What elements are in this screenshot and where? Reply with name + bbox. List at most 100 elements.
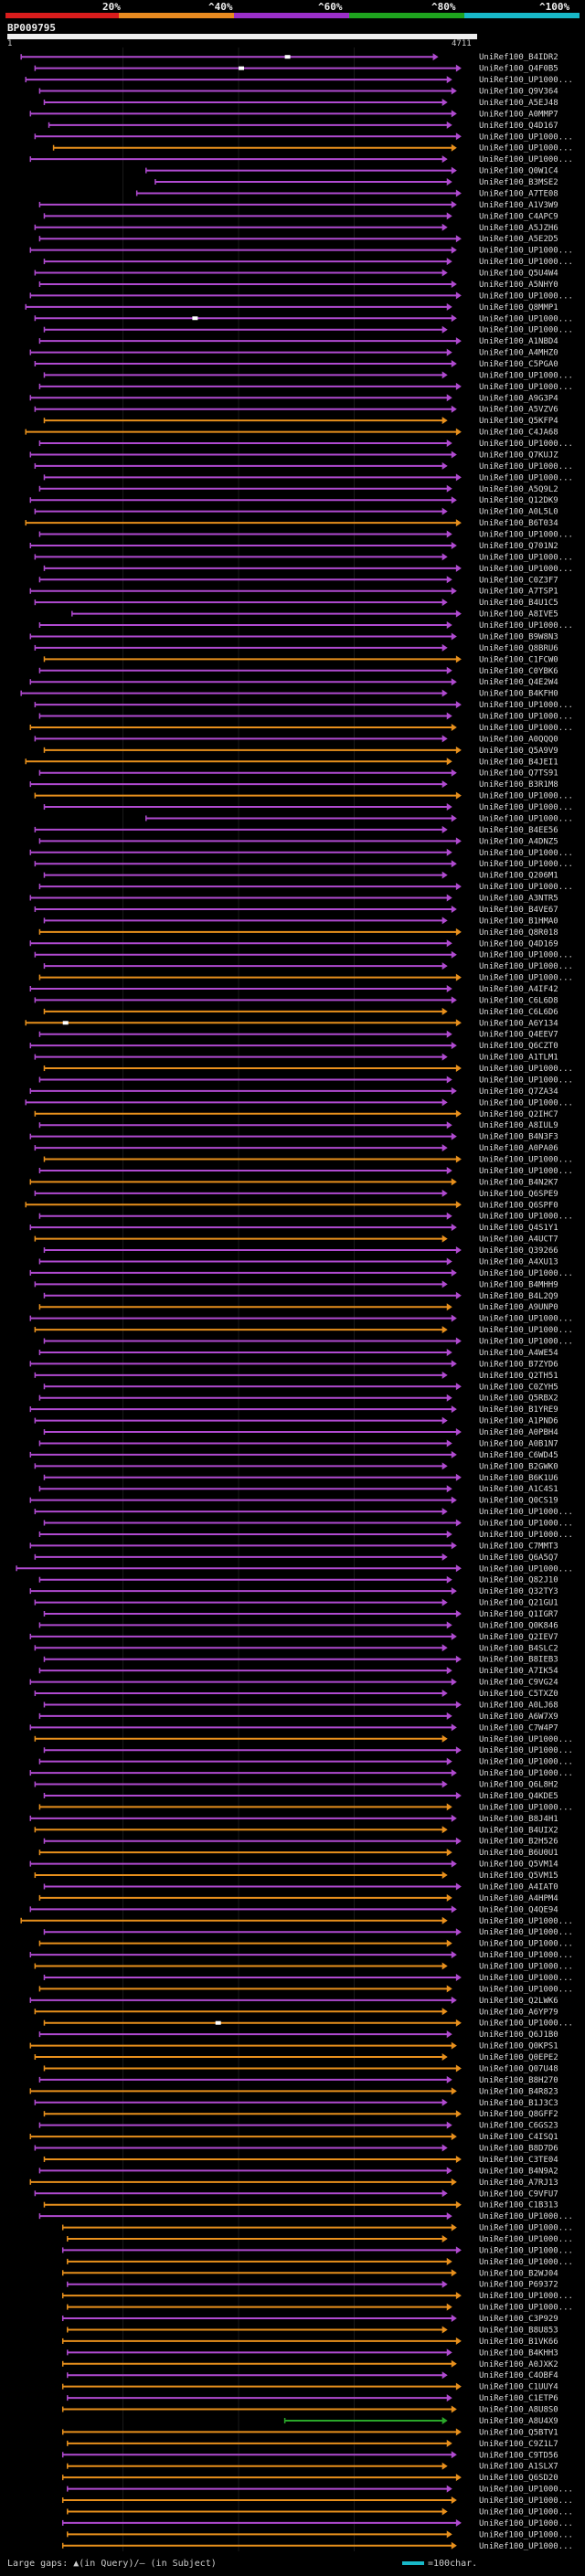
hit-label[interactable]: UniRef100_UP1000... — [479, 792, 573, 801]
hit-label[interactable]: UniRef100_UP1000... — [479, 1940, 573, 1949]
hit-label[interactable]: UniRef100_B8D7D6 — [479, 2145, 558, 2154]
hit-label[interactable]: UniRef100_Q6A5Q7 — [479, 1553, 558, 1563]
hit-row[interactable]: UniRef100_UP1000... — [43, 325, 573, 335]
hit-label[interactable]: UniRef100_Q6SPF0 — [479, 1201, 558, 1210]
hit-label[interactable]: UniRef100_B4N9A2 — [479, 2167, 558, 2176]
hit-row[interactable]: UniRef100_A6Y134 — [25, 1019, 558, 1028]
hit-row[interactable]: UniRef100_C3TE04 — [43, 2155, 558, 2165]
hit-label[interactable]: UniRef100_B4JEI1 — [479, 758, 558, 767]
hit-row[interactable]: UniRef100_UP1000... — [20, 1916, 573, 1926]
hit-label[interactable]: UniRef100_B4L2Q9 — [479, 1292, 558, 1301]
hit-row[interactable]: UniRef100_UP1000... — [29, 1769, 573, 1778]
hit-row[interactable]: UniRef100_B4JEI1 — [25, 758, 558, 767]
hit-label[interactable]: UniRef100_Q701N2 — [479, 542, 558, 551]
hit-row[interactable]: UniRef100_UP1000... — [38, 883, 573, 892]
hit-label[interactable]: UniRef100_UP1000... — [479, 2519, 573, 2528]
hit-label[interactable]: UniRef100_A4IAT0 — [479, 1882, 558, 1892]
hit-row[interactable]: UniRef100_UP1000... — [38, 440, 573, 449]
hit-label[interactable]: UniRef100_A1C4S1 — [479, 1485, 558, 1494]
hit-label[interactable]: UniRef100_B4VE67 — [479, 906, 558, 915]
hit-label[interactable]: UniRef100_C1B313 — [479, 2201, 558, 2210]
hit-row[interactable]: UniRef100_Q4D169 — [29, 939, 558, 949]
hit-row[interactable]: UniRef100_Q2LWK6 — [29, 1996, 558, 2006]
hit-row[interactable]: UniRef100_C0Z3F7 — [38, 576, 558, 585]
hit-row[interactable]: UniRef100_Q6CZT0 — [29, 1042, 558, 1051]
hit-label[interactable]: UniRef100_UP1000... — [479, 1315, 573, 1324]
hit-row[interactable]: UniRef100_UP1000... — [34, 133, 573, 142]
hit-label[interactable]: UniRef100_UP1000... — [479, 1917, 573, 1926]
hit-label[interactable]: UniRef100_B2GWK0 — [479, 1462, 558, 1471]
hit-label[interactable]: UniRef100_Q32TY3 — [479, 1587, 558, 1596]
hit-row[interactable]: UniRef100_UP1000... — [43, 1928, 573, 1937]
hit-row[interactable]: UniRef100_Q1IGR7 — [43, 1610, 558, 1619]
hit-label[interactable]: UniRef100_UP1000... — [479, 155, 573, 164]
hit-row[interactable]: UniRef100_A8IVE5 — [71, 610, 558, 620]
hit-label[interactable]: UniRef100_Q4KDE5 — [479, 1792, 558, 1801]
hit-label[interactable]: UniRef100_C5TXZ0 — [479, 1690, 558, 1699]
hit-row[interactable]: UniRef100_C7MMT3 — [29, 1542, 558, 1551]
hit-row[interactable]: UniRef100_Q5A9V9 — [43, 746, 558, 756]
hit-label[interactable]: UniRef100_A6YP79 — [479, 2008, 558, 2017]
hit-row[interactable]: UniRef100_C6GS23 — [38, 2121, 558, 2131]
hit-row[interactable]: UniRef100_Q6SPF0 — [25, 1201, 558, 1210]
hit-row[interactable]: UniRef100_Q4QE94 — [29, 1905, 558, 1914]
hit-row[interactable]: UniRef100_A1C4S1 — [38, 1485, 558, 1494]
hit-label[interactable]: UniRef100_A1NBD4 — [479, 337, 558, 346]
hit-row[interactable]: UniRef100_A9G3P4 — [29, 394, 558, 403]
hit-label[interactable]: UniRef100_Q2LWK6 — [479, 1997, 558, 2006]
hit-row[interactable]: UniRef100_UP1000... — [61, 2518, 573, 2528]
hit-row[interactable]: UniRef100_UP1000... — [25, 76, 573, 85]
hit-label[interactable]: UniRef100_UP1000... — [479, 2496, 573, 2506]
hit-label[interactable]: UniRef100_A9G3P4 — [479, 394, 558, 403]
hit-label[interactable]: UniRef100_UP1000... — [479, 2530, 573, 2539]
hit-label[interactable]: UniRef100_A5VZV6 — [479, 406, 558, 415]
hit-row[interactable]: UniRef100_A0JXK2 — [61, 2359, 558, 2369]
hit-label[interactable]: UniRef100_Q5RBX2 — [479, 1394, 558, 1404]
hit-label[interactable]: UniRef100_B8U853 — [479, 2326, 558, 2335]
hit-label[interactable]: UniRef100_B1HMA0 — [479, 917, 558, 926]
hit-label[interactable]: UniRef100_Q0EPE2 — [479, 2053, 558, 2062]
hit-label[interactable]: UniRef100_UP1000... — [479, 1564, 573, 1574]
hit-label[interactable]: UniRef100_UP1000... — [479, 2507, 573, 2517]
hit-label[interactable]: UniRef100_UP1000... — [479, 814, 573, 823]
hit-label[interactable]: UniRef100_A0B1N7 — [479, 1439, 558, 1448]
hit-row[interactable]: UniRef100_A1SLX7 — [67, 2462, 558, 2472]
hit-label[interactable]: UniRef100_Q6SD20 — [479, 2474, 558, 2483]
hit-label[interactable]: UniRef100_A8IVE5 — [479, 610, 558, 620]
hit-row[interactable]: UniRef100_UP1000... — [38, 1803, 573, 1812]
hit-label[interactable]: UniRef100_Q9V364 — [479, 88, 558, 97]
hit-row[interactable]: UniRef100_B4L2Q9 — [43, 1291, 558, 1301]
hit-row[interactable]: UniRef100_Q701N2 — [29, 541, 558, 551]
hit-label[interactable]: UniRef100_UP1000... — [479, 1065, 573, 1074]
hit-label[interactable]: UniRef100_A0PBH4 — [479, 1428, 558, 1437]
hit-label[interactable]: UniRef100_B3R1M8 — [479, 780, 558, 790]
hit-label[interactable]: UniRef100_UP1000... — [479, 2292, 573, 2301]
hit-row[interactable]: UniRef100_Q4D167 — [48, 121, 558, 131]
hit-label[interactable]: UniRef100_A8U4X9 — [479, 2417, 558, 2426]
hit-label[interactable]: UniRef100_A7IK54 — [479, 1667, 558, 1676]
hit-row[interactable]: UniRef100_Q5U4W4 — [34, 269, 558, 279]
hit-label[interactable]: UniRef100_Q206M1 — [479, 872, 558, 881]
hit-row[interactable]: UniRef100_C1B313 — [43, 2200, 558, 2210]
hit-label[interactable]: UniRef100_UP1000... — [479, 2258, 573, 2267]
hit-row[interactable]: UniRef100_UP1000... — [67, 2235, 573, 2244]
hit-row[interactable]: UniRef100_UP1000... — [34, 950, 573, 960]
hit-row[interactable]: UniRef100_Q5VM15 — [34, 1871, 558, 1881]
hit-label[interactable]: UniRef100_B2WJ04 — [479, 2269, 558, 2278]
hit-label[interactable]: UniRef100_UP1000... — [479, 1338, 573, 1347]
hit-label[interactable]: UniRef100_Q0K846 — [479, 1621, 558, 1630]
hit-label[interactable]: UniRef100_UP1000... — [479, 2019, 573, 2029]
hit-label[interactable]: UniRef100_UP1000... — [479, 2212, 573, 2221]
hit-label[interactable]: UniRef100_B6K1U6 — [479, 1474, 558, 1483]
hit-row[interactable]: UniRef100_Q4S1Y1 — [29, 1224, 558, 1233]
hit-row[interactable]: UniRef100_A5NHY0 — [38, 280, 558, 290]
hit-row[interactable]: UniRef100_Q39266 — [43, 1246, 558, 1256]
hit-row[interactable]: UniRef100_B8U853 — [67, 2326, 558, 2335]
hit-label[interactable]: UniRef100_UP1000... — [479, 326, 573, 335]
hit-row[interactable]: UniRef100_Q7TS91 — [38, 769, 558, 779]
hit-label[interactable]: UniRef100_B9W8N3 — [479, 632, 558, 641]
hit-label[interactable]: UniRef100_Q82J10 — [479, 1576, 558, 1585]
hit-row[interactable]: UniRef100_B1HMA0 — [43, 917, 558, 926]
hit-label[interactable]: UniRef100_Q4S1Y1 — [479, 1224, 558, 1233]
hit-label[interactable]: UniRef100_UP1000... — [479, 860, 573, 869]
